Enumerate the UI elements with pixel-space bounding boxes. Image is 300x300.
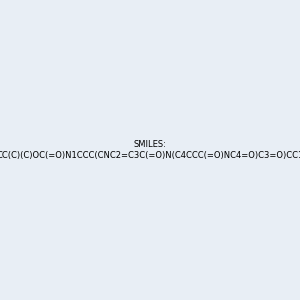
Text: SMILES:
CC(C)(C)OC(=O)N1CCC(CNC2=C3C(=O)N(C4CCC(=O)NC4=O)C3=O)CC1: SMILES: CC(C)(C)OC(=O)N1CCC(CNC2=C3C(=O)… [0, 140, 300, 160]
